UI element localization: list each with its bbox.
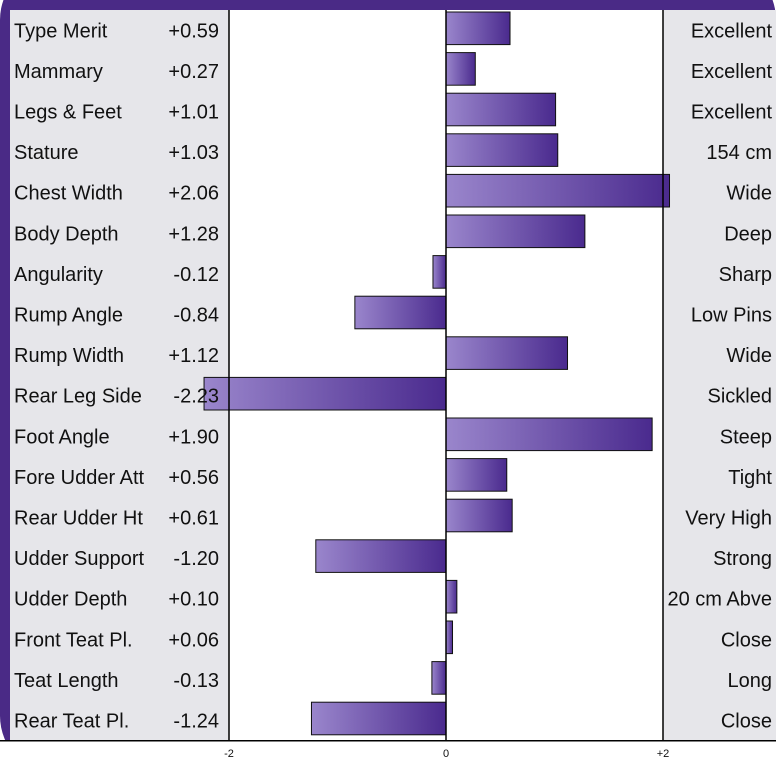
trait-value: +0.61 <box>168 508 219 530</box>
trait-description: 154 cm <box>706 142 772 164</box>
bar-11 <box>445 417 653 452</box>
bar-13 <box>445 498 513 533</box>
axis-strip <box>0 740 776 764</box>
bar-5 <box>445 173 671 208</box>
trait-value: +0.06 <box>168 629 219 651</box>
trait-value: +1.90 <box>168 426 219 448</box>
trait-value: -1.20 <box>173 548 219 570</box>
bar-17 <box>431 661 447 695</box>
trait-label: Rear Leg Side <box>14 386 142 408</box>
trait-value: +1.01 <box>168 102 219 124</box>
bar-14 <box>315 539 447 573</box>
trait-description: Excellent <box>691 61 773 83</box>
bar-7 <box>432 255 447 289</box>
trait-description: Sharp <box>719 264 772 286</box>
bar-9 <box>445 336 569 370</box>
bar-12 <box>445 458 508 492</box>
trait-value: +0.10 <box>168 589 219 611</box>
trait-description: Low Pins <box>691 305 772 327</box>
trait-description: Very High <box>685 508 772 530</box>
trait-label: Rear Teat Pl. <box>14 711 129 733</box>
bar-15 <box>445 579 458 614</box>
trait-label: Body Depth <box>14 223 119 245</box>
trait-label: Teat Length <box>14 670 119 692</box>
trait-label: Udder Support <box>14 548 145 570</box>
x-tick-label: +2 <box>657 748 670 760</box>
trait-description: Long <box>728 670 773 692</box>
trait-value: +1.28 <box>168 223 219 245</box>
trait-value: -0.13 <box>173 670 219 692</box>
trait-description: 20 cm Abve <box>667 589 772 611</box>
bar-1 <box>445 11 511 46</box>
bar-6 <box>445 214 586 249</box>
trait-value: -1.24 <box>173 711 219 733</box>
bar-16 <box>445 620 454 655</box>
trait-label: Stature <box>14 142 78 164</box>
x-tick-label: -2 <box>224 748 234 760</box>
trait-value: +2.06 <box>168 183 219 205</box>
trait-description: Excellent <box>691 20 773 42</box>
bar-10 <box>203 376 447 411</box>
trait-description: Tight <box>728 467 772 489</box>
trait-value: +1.12 <box>168 345 219 367</box>
trait-label: Mammary <box>14 61 103 83</box>
bar-2 <box>445 52 476 86</box>
trait-label: Fore Udder Att <box>14 467 145 489</box>
trait-description: Wide <box>726 345 772 367</box>
trait-label: Rump Angle <box>14 305 123 327</box>
trait-description: Steep <box>720 426 772 448</box>
trait-description: Wide <box>726 183 772 205</box>
trait-value: -0.84 <box>173 305 219 327</box>
trait-label: Angularity <box>14 264 103 286</box>
trait-label: Type Merit <box>14 20 108 42</box>
trait-label: Rump Width <box>14 345 124 367</box>
trait-description: Close <box>721 711 772 733</box>
trait-label: Foot Angle <box>14 426 110 448</box>
bar-8 <box>354 295 447 330</box>
right-panel <box>663 10 776 741</box>
trait-value: +0.27 <box>168 61 219 83</box>
trait-description: Sickled <box>708 386 772 408</box>
trait-value: -0.12 <box>173 264 219 286</box>
bar-18 <box>310 701 447 736</box>
trait-value: -2.23 <box>173 386 219 408</box>
bar-4 <box>445 133 559 167</box>
trait-value: +1.03 <box>168 142 219 164</box>
trait-label: Udder Depth <box>14 589 127 611</box>
trait-label: Legs & Feet <box>14 102 122 124</box>
trait-description: Close <box>721 629 772 651</box>
x-tick-label: 0 <box>443 748 449 760</box>
left-panel <box>10 10 229 741</box>
trait-value: +0.59 <box>168 20 219 42</box>
trait-value: +0.56 <box>168 467 219 489</box>
trait-label: Front Teat Pl. <box>14 629 133 651</box>
trait-label: Rear Udder Ht <box>14 508 143 530</box>
trait-label: Chest Width <box>14 183 123 205</box>
trait-description: Excellent <box>691 102 773 124</box>
bar-3 <box>445 92 557 127</box>
trait-description: Deep <box>724 223 772 245</box>
trait-description: Strong <box>713 548 772 570</box>
